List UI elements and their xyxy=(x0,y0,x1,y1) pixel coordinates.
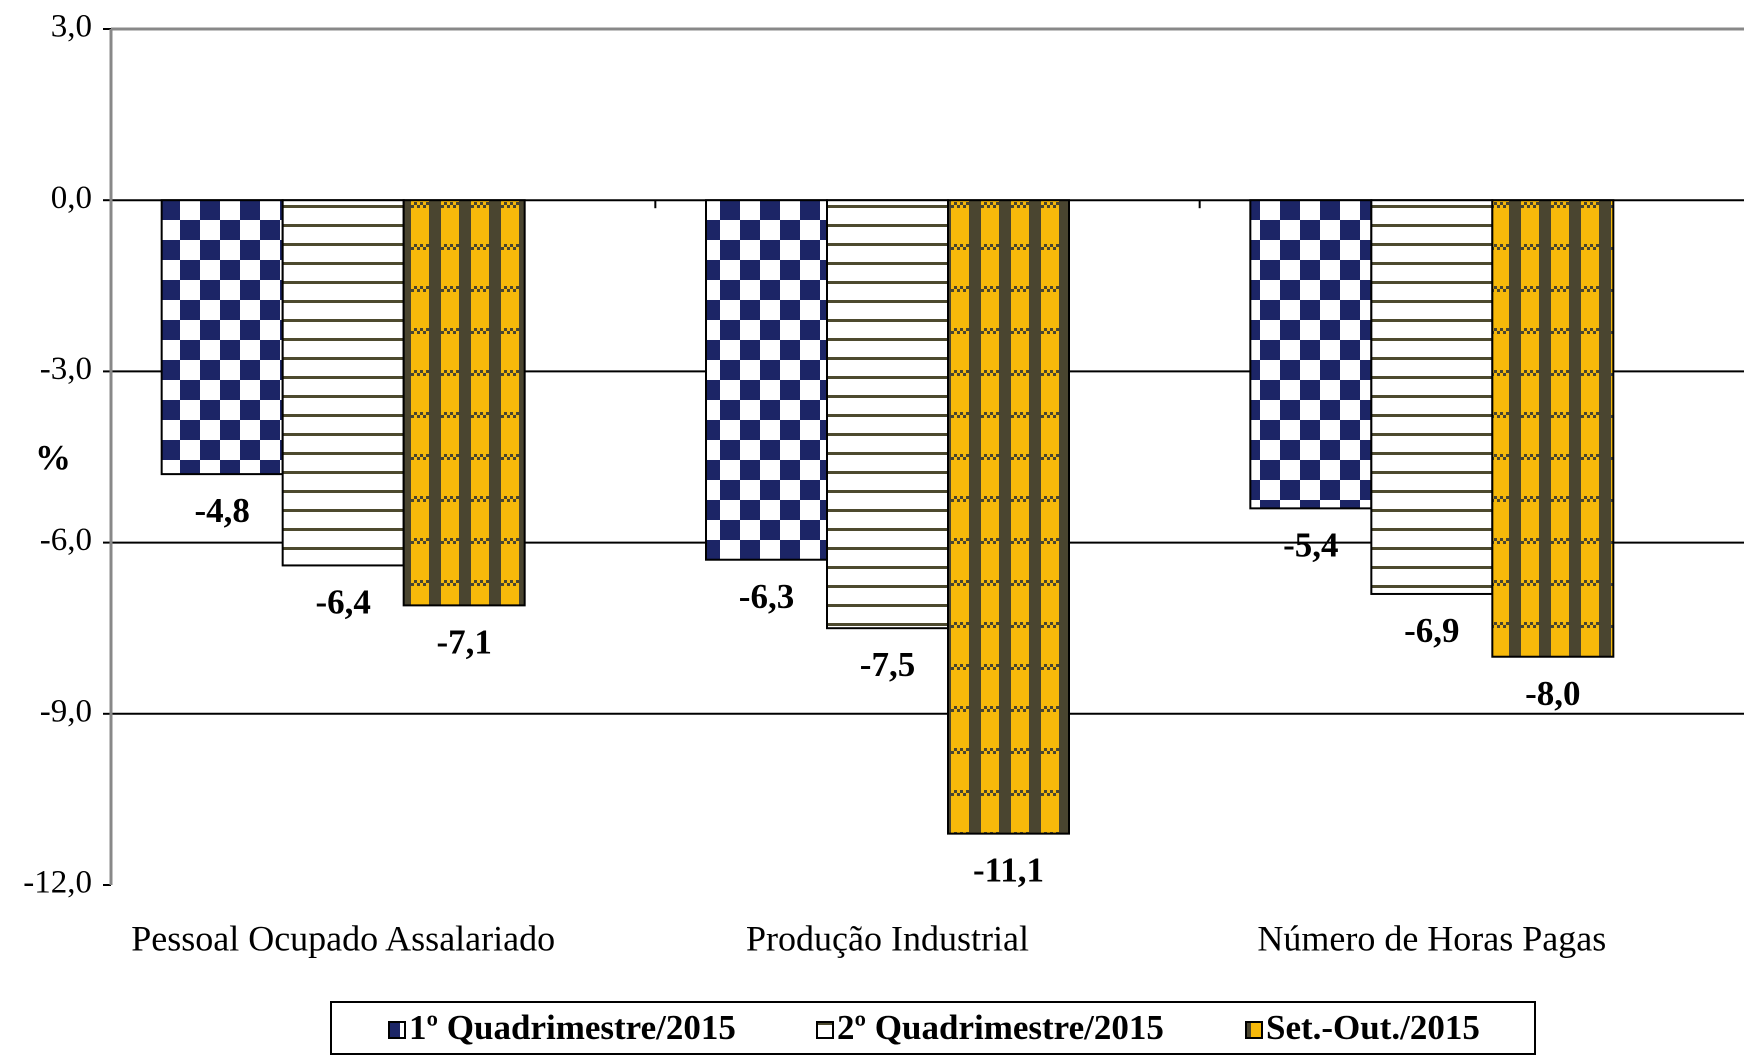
bar xyxy=(947,199,1070,835)
bar xyxy=(705,199,828,561)
y-tick-label: 3,0 xyxy=(51,9,92,45)
y-tick-label: -6,0 xyxy=(40,522,92,558)
value-label: -6,4 xyxy=(315,582,370,621)
value-label: -4,8 xyxy=(194,491,249,530)
legend-swatch xyxy=(388,1021,406,1039)
legend-box xyxy=(330,1001,1536,1055)
y-tick-label: 0,0 xyxy=(51,180,92,216)
y-axis-label: % xyxy=(35,437,71,477)
value-label: -6,3 xyxy=(739,577,794,616)
value-label: -6,9 xyxy=(1404,611,1459,650)
value-label: -8,0 xyxy=(1525,674,1580,713)
legend-swatch xyxy=(816,1021,834,1039)
bar xyxy=(1370,199,1494,595)
value-label: -7,5 xyxy=(860,645,915,684)
y-tick-label: -3,0 xyxy=(40,351,92,387)
legend-label: 1º Quadrimestre/2015 xyxy=(409,1008,736,1047)
x-tick-label: Pessoal Ocupado Assalariado xyxy=(131,918,555,958)
bar xyxy=(1249,199,1373,510)
x-tick-label: Produção Industrial xyxy=(746,918,1029,958)
legend-swatch xyxy=(1245,1021,1263,1039)
bar xyxy=(1491,199,1615,658)
bar xyxy=(160,199,284,476)
value-label: -7,1 xyxy=(436,622,491,661)
y-tick-label: -12,0 xyxy=(23,865,92,901)
bar xyxy=(281,199,405,567)
legend-label: 2º Quadrimestre/2015 xyxy=(837,1008,1164,1047)
value-label: -5,4 xyxy=(1283,525,1338,564)
bar xyxy=(826,199,949,630)
value-label: -11,1 xyxy=(973,851,1044,890)
y-tick-label: -9,0 xyxy=(40,693,92,729)
legend-label: Set.-Out./2015 xyxy=(1266,1008,1480,1047)
x-tick-label: Número de Horas Pagas xyxy=(1257,918,1606,958)
bar xyxy=(402,199,526,607)
